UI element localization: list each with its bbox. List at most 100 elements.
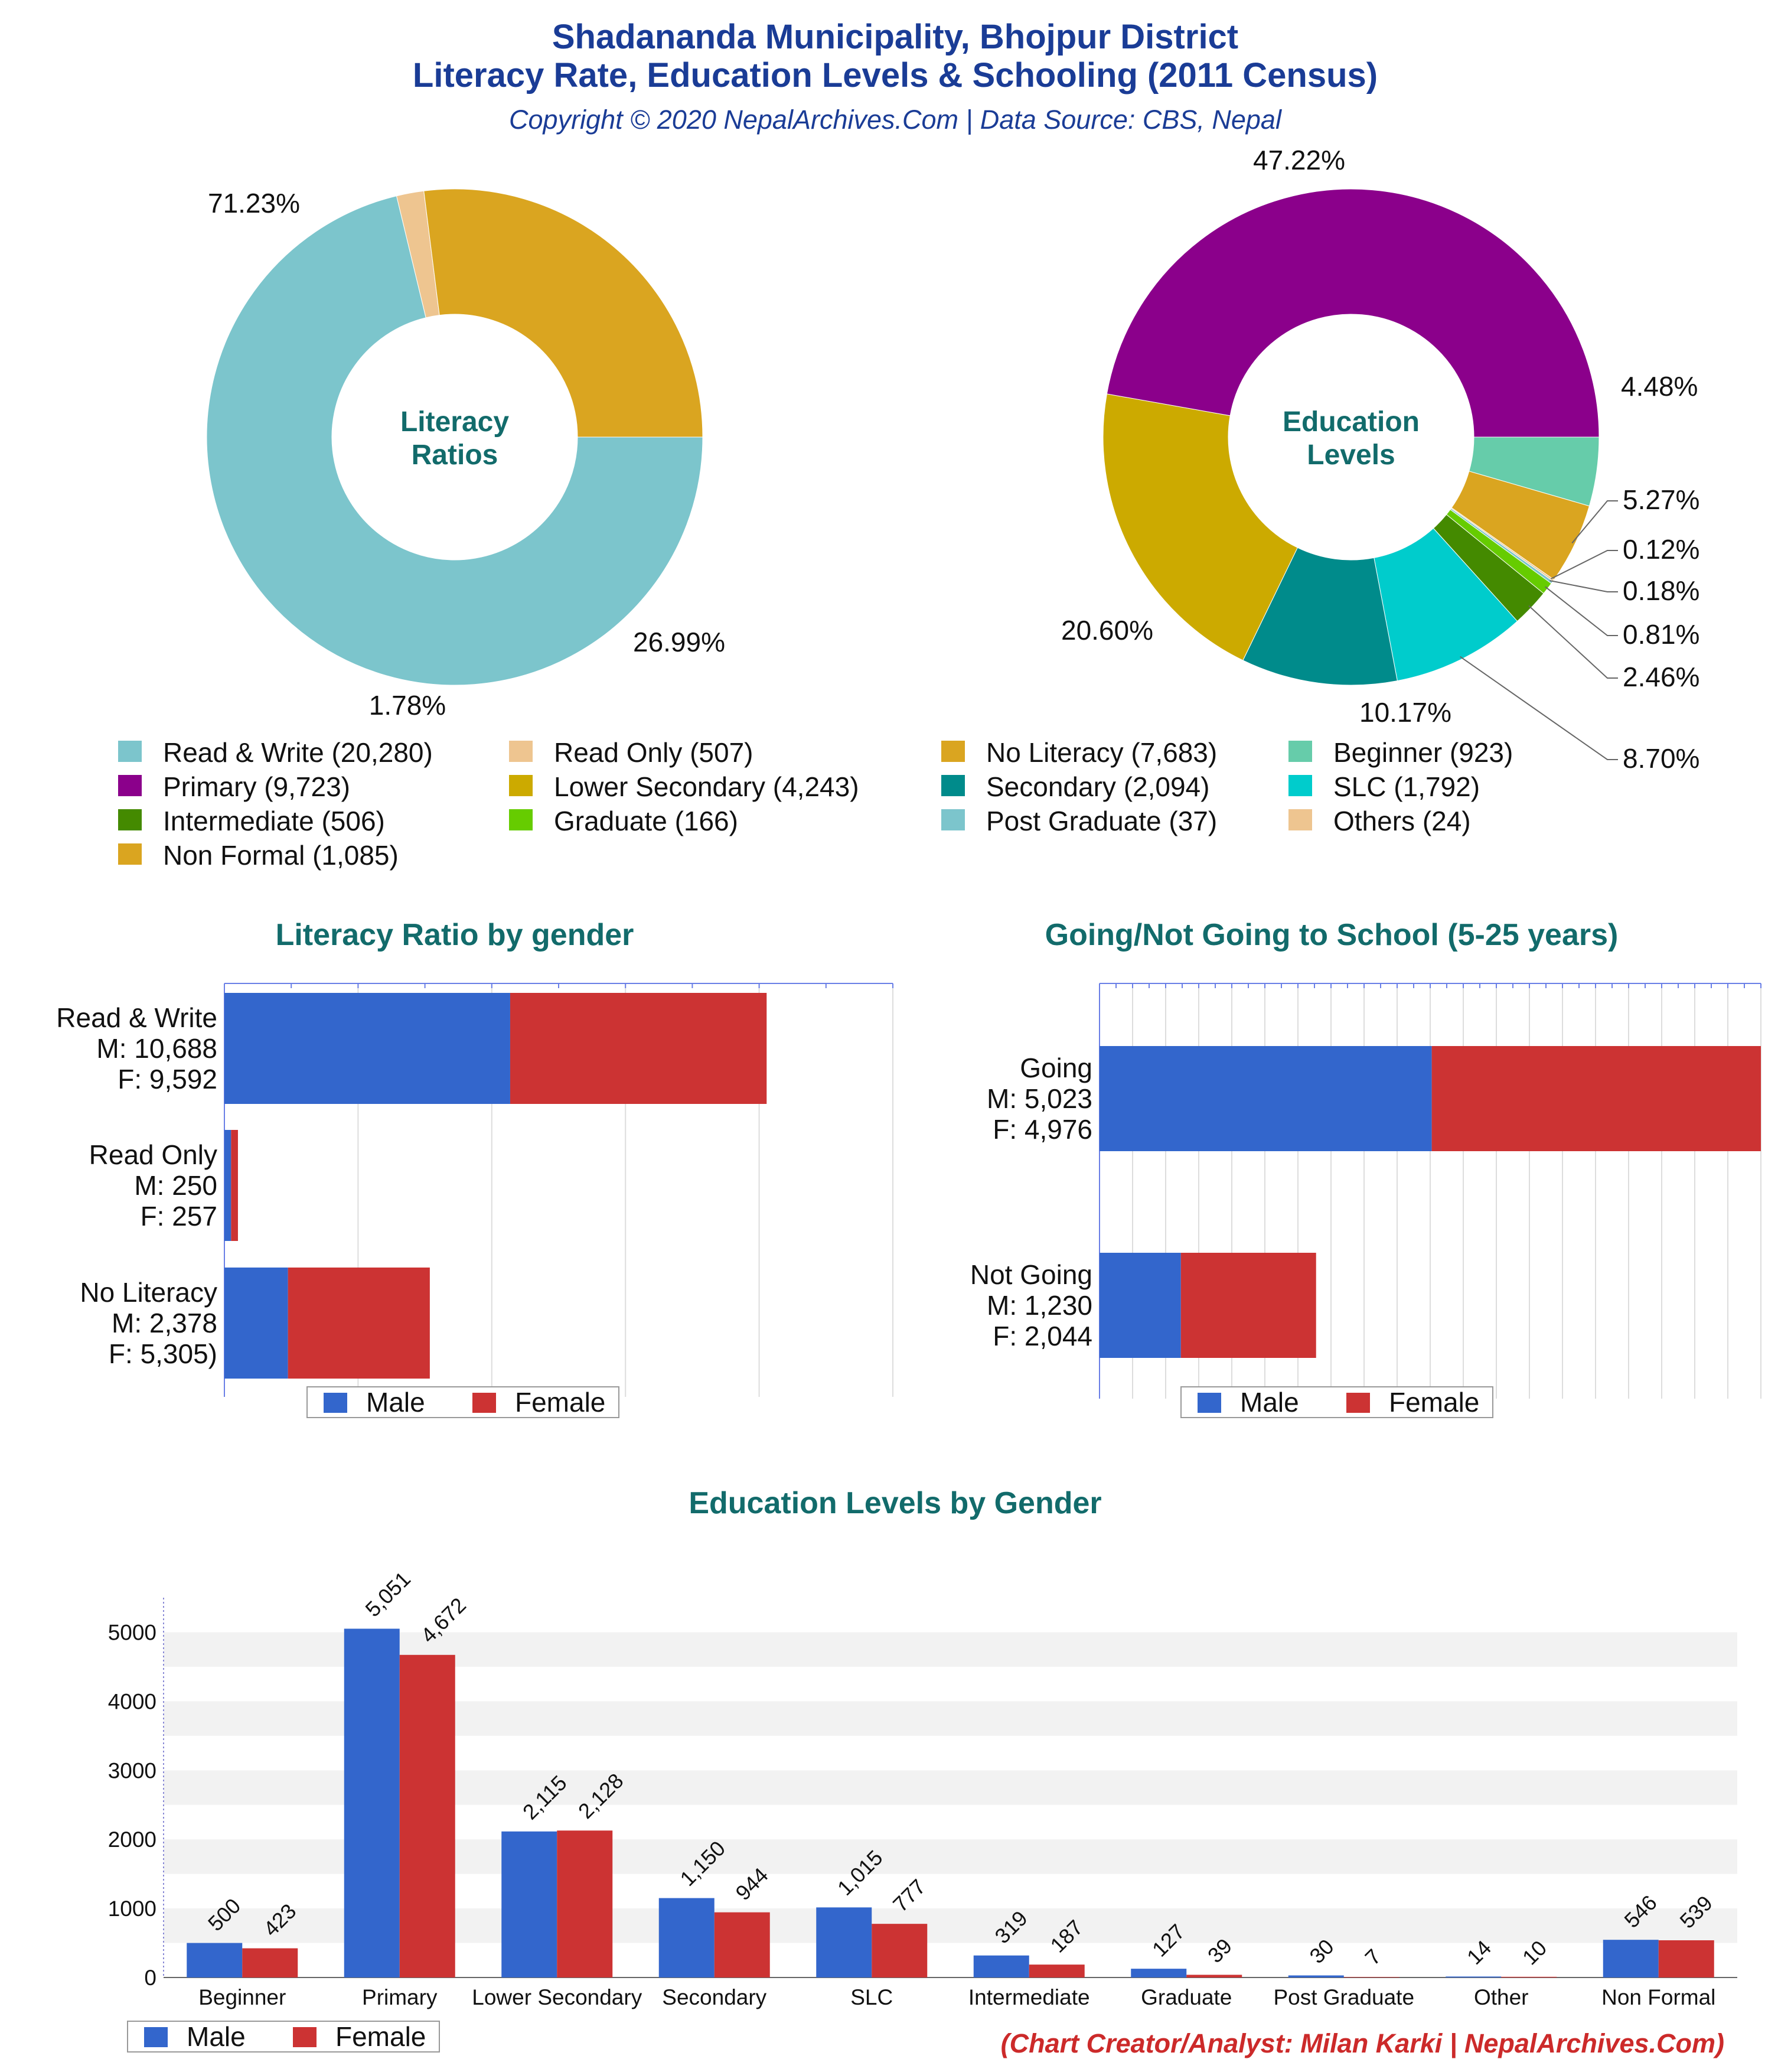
slice-label-beginner: 4.48%	[1621, 371, 1698, 402]
slice-label-lower-secondary: 20.60%	[1061, 615, 1153, 646]
literacy-gender-title: Literacy Ratio by gender	[276, 918, 634, 952]
legend-swatch	[509, 809, 533, 830]
school-gender-title: Going/Not Going to School (5-25 years)	[1045, 918, 1619, 952]
y-tick-label: 4000	[108, 1689, 156, 1713]
legend-swatch	[118, 809, 142, 830]
legend-item-no-literacy-7-683: No Literacy (7,683)	[986, 737, 1217, 768]
data-label: 5,051	[360, 1566, 415, 1621]
legend-box	[127, 2021, 440, 2053]
legend-item-beginner-923: Beginner (923)	[1333, 737, 1513, 768]
row-label-no-literacy: No Literacy	[80, 1277, 217, 1308]
leader-line-graduate	[1545, 586, 1618, 636]
x-tick-label: Graduate	[1141, 1985, 1232, 2009]
row-label-not-going: Not Going	[970, 1259, 1092, 1290]
legend-item-read-only-507: Read Only (507)	[554, 737, 753, 768]
bar-female-intermediate	[1029, 1965, 1085, 1977]
row-label-going: Going	[1020, 1053, 1092, 1083]
legend-swatch-female	[1346, 1393, 1370, 1413]
education-donut: 4.48% 5.27% 0.12% 0.18% 0.81% 2.46% 8.70% 10.17…	[1061, 145, 1699, 774]
bar-male-secondary	[658, 1898, 715, 1977]
leader-line-slc	[1460, 656, 1618, 760]
x-tick-label: Beginner	[198, 1985, 286, 2009]
legend-swatch	[1288, 741, 1312, 762]
legend-item-intermediate-506: Intermediate (506)	[163, 806, 385, 836]
donut-center-label: Education	[1283, 406, 1420, 438]
legend-swatch	[1288, 775, 1312, 796]
bar-male-slc	[816, 1907, 872, 1977]
x-tick-label: Lower Secondary	[472, 1985, 642, 2009]
donut-center-label: Ratios	[412, 439, 498, 471]
bar-male-non-formal	[1603, 1940, 1659, 1977]
legend-swatch	[941, 741, 965, 762]
row-label-no-literacy: M: 2,378	[112, 1308, 217, 1338]
legend-swatch-female	[472, 1393, 496, 1413]
legend-swatch	[118, 741, 142, 762]
x-tick-label: Non Formal	[1601, 1985, 1715, 2009]
slice-label-no-literacy: 26.99%	[633, 627, 725, 657]
donut-center-label: Literacy	[400, 406, 509, 438]
y-tick-label: 2000	[108, 1827, 156, 1852]
legend-swatch	[1288, 809, 1312, 830]
bar-male-read-write	[224, 993, 510, 1104]
leader-line-post-graduate	[1549, 580, 1618, 592]
data-label: 7	[1360, 1944, 1385, 1970]
slice-label-others: 0.12%	[1623, 534, 1699, 565]
title-line2: Literacy Rate, Education Levels & School…	[413, 56, 1378, 95]
bar-female-non-formal	[1658, 1940, 1714, 1977]
legend-swatch	[941, 775, 965, 796]
legend-swatch	[941, 809, 965, 830]
slice-label-secondary: 10.17%	[1359, 697, 1451, 728]
legend-item-read-write-20-280: Read & Write (20,280)	[163, 737, 433, 768]
legend-item-primary-9-723: Primary (9,723)	[163, 771, 350, 802]
bar-female-no-literacy	[288, 1268, 430, 1379]
leader-line-intermediate	[1528, 605, 1618, 679]
subtitle: Copyright © 2020 NepalArchives.Com | Dat…	[509, 105, 1283, 135]
slice-label-post-graduate: 0.18%	[1623, 575, 1699, 606]
title-line1: Shadananda Municipality, Bhojpur Distric…	[552, 18, 1238, 56]
bar-male-no-literacy	[224, 1268, 288, 1379]
slice-label-intermediate: 2.46%	[1623, 662, 1699, 692]
bar-female-slc	[872, 1924, 928, 1977]
footer-credit: (Chart Creator/Analyst: Milan Karki | Ne…	[1001, 2028, 1724, 2058]
legend-item-secondary-2-094: Secondary (2,094)	[986, 771, 1209, 802]
legend-item-slc-1-792: SLC (1,792)	[1333, 771, 1480, 802]
legend-item-non-formal-1-085: Non Formal (1,085)	[163, 840, 399, 871]
y-tick-label: 5000	[108, 1620, 156, 1644]
bar-female-primary	[399, 1654, 455, 1977]
main-legend: Read & Write (20,280) Read Only (507) No L…	[118, 737, 1513, 871]
leader-line-others	[1551, 550, 1618, 579]
legend-item-graduate-166: Graduate (166)	[554, 806, 738, 836]
bar-male-other	[1446, 1976, 1502, 1977]
legend-swatch-female	[293, 2027, 317, 2047]
legend-swatch-male	[1198, 1393, 1221, 1413]
row-label-going: M: 5,023	[987, 1083, 1092, 1114]
bar-female-read-only	[231, 1130, 238, 1241]
slice-lower-secondary	[1102, 393, 1298, 661]
legend-swatch	[118, 775, 142, 796]
y-tick-label: 0	[144, 1966, 156, 1990]
bar-male-lower-secondary	[501, 1831, 557, 1977]
x-tick-label: Intermediate	[968, 1985, 1090, 2009]
slice-label-slc: 8.70%	[1623, 743, 1699, 774]
x-tick-label: Post Graduate	[1273, 1985, 1414, 2009]
education-gender-title: Education Levels by Gender	[689, 1486, 1101, 1520]
x-tick-label: Secondary	[662, 1985, 766, 2009]
row-label-no-literacy: F: 5,305)	[109, 1338, 217, 1369]
bar-male-read-only	[224, 1130, 231, 1241]
bar-female-read-write	[510, 993, 767, 1104]
slice-label-read-only: 1.78%	[369, 690, 446, 721]
bar-female-not-going	[1180, 1253, 1316, 1358]
legend-item-others-24: Others (24)	[1333, 806, 1471, 836]
row-label-not-going: M: 1,230	[987, 1290, 1092, 1321]
row-label-read-only: M: 250	[134, 1170, 217, 1201]
legend-box	[306, 1386, 619, 1418]
bar-female-graduate	[1186, 1975, 1242, 1977]
leader-line-non-formal	[1571, 500, 1618, 544]
slice-label-read-write: 71.23%	[208, 188, 300, 219]
legend-swatch-male	[144, 2027, 168, 2047]
